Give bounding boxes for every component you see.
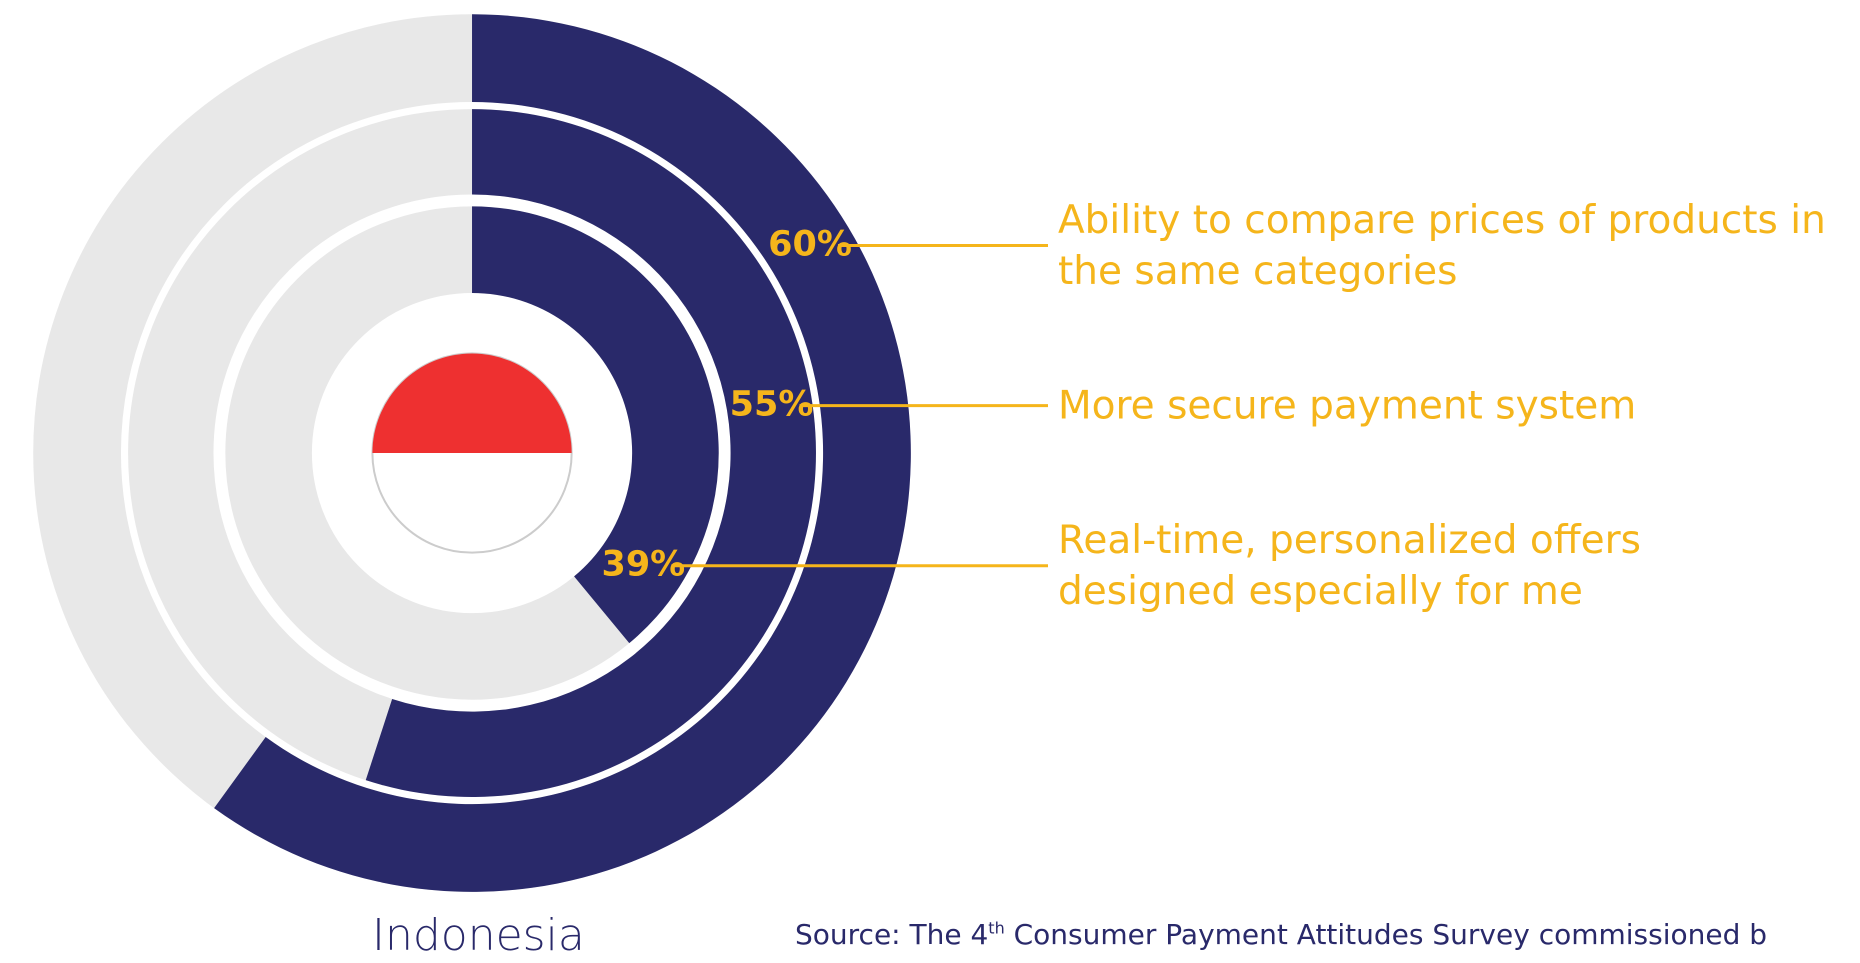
ring-bar [365, 109, 816, 797]
value-label: 55% [730, 385, 814, 425]
ring-bar [472, 206, 719, 644]
value-label: 60% [768, 225, 852, 265]
source-note: Source: The 4th Consumer Payment Attitud… [795, 918, 1767, 951]
category-label: Ability to compare prices of products in… [1058, 197, 1826, 294]
category-label: More secure payment system [1058, 383, 1637, 429]
value-label: 39% [601, 545, 685, 585]
flag-red [372, 353, 572, 454]
ring-bar [214, 14, 911, 892]
source-text: Source: The 4 [795, 918, 989, 951]
source-superscript: th [988, 918, 1005, 938]
category-label: Real-time, personalized offers designed … [1058, 517, 1642, 614]
source-text: Consumer Payment Attitudes Survey commis… [1004, 918, 1768, 951]
chart-title: Indonesia [372, 910, 585, 961]
